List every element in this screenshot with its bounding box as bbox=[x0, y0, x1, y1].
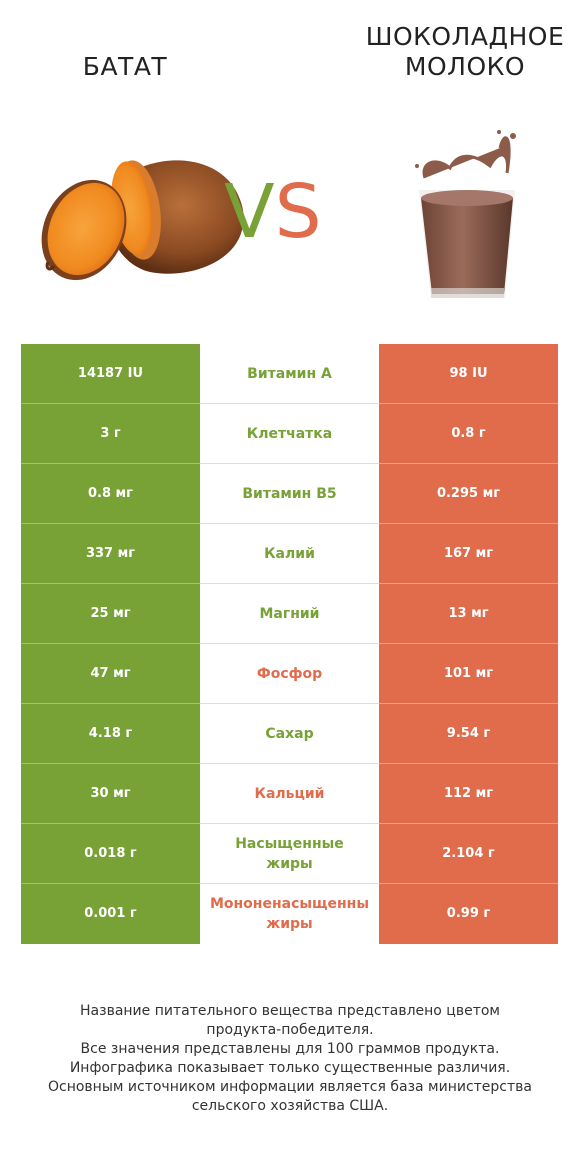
footer-line: Все значения представлены для 100 граммо… bbox=[80, 1041, 500, 1057]
table-row: 4.18 г Сахар 9.54 г bbox=[21, 704, 558, 764]
table-row: 0.018 г Насыщенные жиры 2.104 г bbox=[21, 824, 558, 884]
nutrient-name-line1: Насыщенные bbox=[235, 835, 344, 852]
product-right-title: ШОКОЛАДНОЕ МОЛОКО bbox=[345, 22, 580, 82]
table-row: 47 мг Фосфор 101 мг bbox=[21, 644, 558, 704]
left-value: 47 мг bbox=[21, 644, 200, 704]
right-value: 2.104 г bbox=[379, 824, 558, 884]
table-row: 30 мг Кальций 112 мг bbox=[21, 764, 558, 824]
footer-line: сельского хозяйства США. bbox=[191, 1098, 389, 1114]
table-row: 0.8 мг Витамин B5 0.295 мг bbox=[21, 464, 558, 524]
nutrient-name: Мононенасыщенны жиры bbox=[200, 884, 379, 944]
table-row: 337 мг Калий 167 мг bbox=[21, 524, 558, 584]
right-value: 0.99 г bbox=[379, 884, 558, 944]
left-value: 3 г bbox=[21, 404, 200, 464]
vs-s: S bbox=[274, 169, 322, 255]
nutrient-name: Насыщенные жиры bbox=[200, 824, 379, 884]
left-value: 4.18 г bbox=[21, 704, 200, 764]
right-value: 101 мг bbox=[379, 644, 558, 704]
left-value: 0.8 мг bbox=[21, 464, 200, 524]
left-value: 0.018 г bbox=[21, 824, 200, 884]
right-value: 98 IU bbox=[379, 344, 558, 404]
nutrient-name: Сахар bbox=[200, 704, 379, 764]
nutrient-name-line2: жиры bbox=[266, 916, 313, 932]
nutrient-name-line2: жиры bbox=[266, 855, 313, 872]
vs-v: V bbox=[224, 169, 275, 255]
right-value: 112 мг bbox=[379, 764, 558, 824]
left-value: 30 мг bbox=[21, 764, 200, 824]
comparison-table: 14187 IU Витамин А 98 IU 3 г Клетчатка 0… bbox=[21, 344, 558, 944]
right-value: 167 мг bbox=[379, 524, 558, 584]
left-value: 337 мг bbox=[21, 524, 200, 584]
table-row: 3 г Клетчатка 0.8 г bbox=[21, 404, 558, 464]
right-value: 0.8 г bbox=[379, 404, 558, 464]
footer-line: Название питательного вещества представл… bbox=[80, 1003, 500, 1019]
sweet-potato-image bbox=[41, 160, 244, 281]
nutrient-name: Магний bbox=[200, 584, 379, 644]
nutrient-name: Фосфор bbox=[200, 644, 379, 704]
nutrient-name: Витамин B5 bbox=[200, 464, 379, 524]
product-left-title: БАТАТ bbox=[82, 52, 168, 81]
table-row: 25 мг Магний 13 мг bbox=[21, 584, 558, 644]
product-right-title-line1: ШОКОЛАДНОЕ bbox=[365, 22, 565, 51]
left-value: 0.001 г bbox=[21, 884, 200, 944]
footer-line: продукта-победителя. bbox=[206, 1022, 374, 1038]
nutrient-name: Клетчатка bbox=[200, 404, 379, 464]
nutrient-name: Кальций bbox=[200, 764, 379, 824]
product-right-title-line2: МОЛОКО bbox=[404, 52, 526, 81]
table-row: 14187 IU Витамин А 98 IU bbox=[21, 344, 558, 404]
right-value: 9.54 г bbox=[379, 704, 558, 764]
right-value: 0.295 мг bbox=[379, 464, 558, 524]
left-value: 25 мг bbox=[21, 584, 200, 644]
nutrient-name: Витамин А bbox=[200, 344, 379, 404]
footer-note: Название питательного вещества представл… bbox=[10, 1002, 570, 1116]
nutrient-name-line1: Мононенасыщенны bbox=[209, 896, 370, 912]
right-value: 13 мг bbox=[379, 584, 558, 644]
vs-label: VS bbox=[224, 162, 322, 262]
footer-line: Инфографика показывает только существенн… bbox=[69, 1060, 511, 1076]
left-value: 14187 IU bbox=[21, 344, 200, 404]
footer-line: Основным источником информации является … bbox=[48, 1079, 532, 1095]
table-row: 0.001 г Мононенасыщенны жиры 0.99 г bbox=[21, 884, 558, 944]
nutrient-name: Калий bbox=[200, 524, 379, 584]
chocolate-milk-image bbox=[415, 130, 516, 298]
